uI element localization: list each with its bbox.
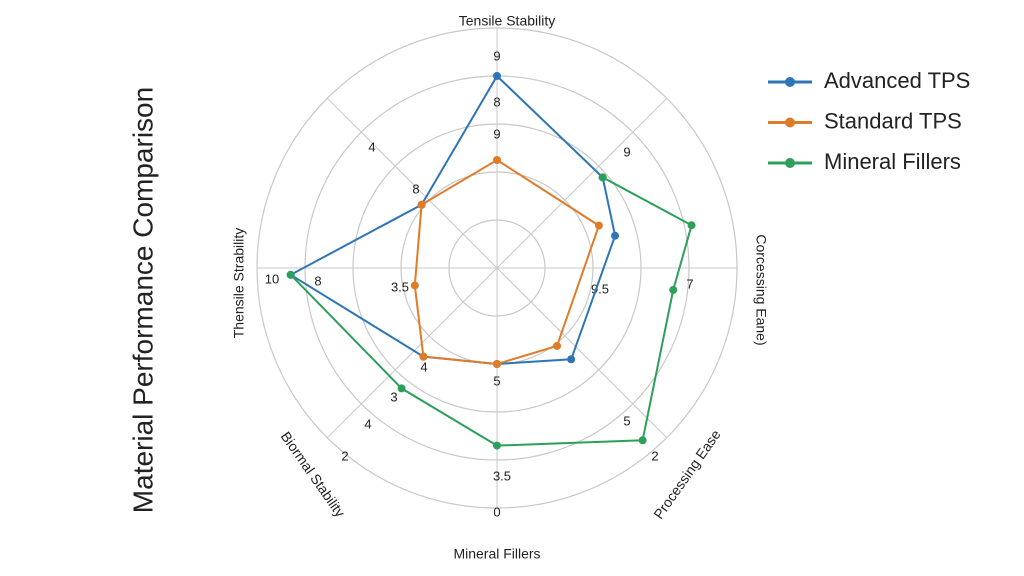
annotation: 0 (493, 504, 500, 519)
data-point (417, 200, 426, 209)
data-point (493, 72, 501, 80)
chart-title: Material Performance Comparison (127, 87, 158, 513)
spoke (496, 267, 668, 439)
data-point (567, 355, 576, 364)
axis-label: Mineral Fillers (453, 546, 540, 562)
legend-marker (785, 117, 795, 128)
legend-marker (785, 158, 795, 168)
annotation: 9 (493, 48, 500, 63)
data-point (493, 156, 501, 164)
grid-ring (448, 219, 546, 317)
spoke (326, 97, 498, 269)
grid-ring (352, 123, 642, 413)
annotation: 3 (390, 389, 397, 404)
data-point (687, 221, 696, 230)
data-point (397, 384, 406, 393)
data-point (493, 441, 501, 450)
grid-ring (256, 27, 738, 509)
axis-label: Thensile Strability (231, 228, 247, 339)
data-point (419, 352, 428, 361)
data-point (638, 436, 647, 445)
annotation: 2 (651, 448, 658, 463)
data-point (493, 360, 501, 368)
data-point (669, 285, 678, 294)
annotation: 9 (493, 126, 500, 141)
annotation: 2 (341, 448, 348, 463)
legend-label: Advanced TPS (824, 68, 970, 93)
series-line (413, 158, 601, 366)
legend-marker (785, 77, 795, 87)
data-point (410, 281, 419, 290)
spoke (496, 97, 668, 269)
annotation: 3.5 (493, 468, 511, 483)
data-point (286, 270, 295, 279)
annotation: 7 (686, 276, 693, 291)
spoke (326, 267, 498, 439)
data-point (598, 173, 607, 182)
annotation: 5 (623, 413, 630, 428)
annotation: 8 (412, 181, 419, 196)
annotation: 5 (493, 373, 500, 388)
annotation: 4 (420, 359, 427, 374)
annotation: 8 (493, 94, 500, 109)
axis-label: Corcessing Eane) (753, 234, 769, 345)
legend-label: Standard TPS (824, 108, 962, 133)
data-point (594, 221, 603, 230)
data-point (553, 341, 562, 350)
annotation: 3.5 (391, 279, 409, 294)
data-point (611, 231, 620, 240)
annotation: 8 (314, 273, 321, 288)
axis-label: Processing Ease (650, 426, 723, 521)
annotation: 9 (623, 144, 630, 159)
annotation: 4 (364, 416, 371, 431)
axis-label: Biormal Stability (278, 429, 349, 520)
axis-label: Tensile Stability (459, 13, 556, 29)
annotation: 4 (368, 139, 375, 154)
annotation: 10 (265, 271, 279, 286)
legend-label: Mineral Fillers (824, 149, 961, 174)
